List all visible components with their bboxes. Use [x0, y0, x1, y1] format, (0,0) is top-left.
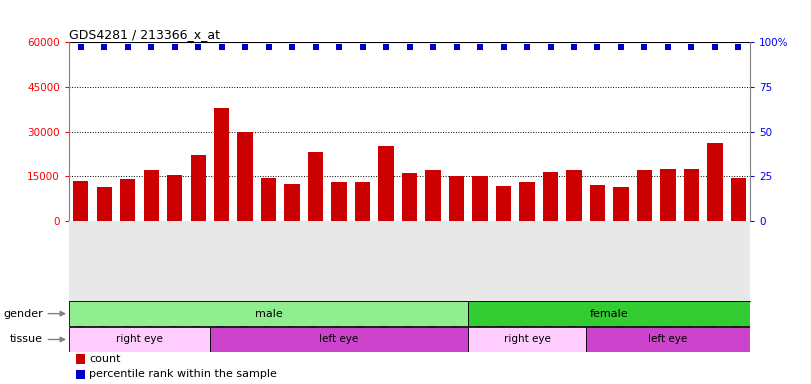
Bar — [543, 172, 558, 221]
Bar — [97, 187, 112, 221]
Bar — [402, 173, 417, 221]
Point — [568, 44, 581, 50]
Bar — [379, 146, 393, 221]
Bar — [684, 169, 699, 221]
Text: right eye: right eye — [116, 334, 163, 344]
Point — [74, 44, 87, 50]
Bar — [637, 170, 652, 221]
Text: GDS4281 / 213366_x_at: GDS4281 / 213366_x_at — [69, 28, 220, 41]
Bar — [468, 327, 586, 352]
Bar — [707, 144, 723, 221]
Point — [333, 44, 345, 50]
Bar — [285, 184, 300, 221]
Bar — [144, 170, 159, 221]
Bar — [586, 327, 750, 352]
Bar — [261, 178, 277, 221]
Bar — [496, 186, 511, 221]
Bar — [731, 178, 746, 221]
Point — [144, 44, 157, 50]
Bar — [120, 179, 135, 221]
Point — [356, 44, 369, 50]
Point — [309, 44, 322, 50]
Bar — [660, 169, 676, 221]
Point — [97, 44, 110, 50]
Point — [450, 44, 463, 50]
Point — [403, 44, 416, 50]
Text: tissue: tissue — [10, 334, 43, 344]
Text: left eye: left eye — [648, 334, 688, 344]
Bar — [167, 175, 182, 221]
Point — [685, 44, 698, 50]
Point — [544, 44, 557, 50]
Bar — [210, 327, 468, 352]
Point — [638, 44, 651, 50]
Point — [709, 44, 722, 50]
Point — [191, 44, 204, 50]
Point — [285, 44, 298, 50]
Bar — [519, 182, 534, 221]
Point — [474, 44, 487, 50]
Text: percentile rank within the sample: percentile rank within the sample — [89, 369, 277, 379]
Text: gender: gender — [3, 309, 43, 319]
Bar — [613, 187, 629, 221]
Point — [215, 44, 228, 50]
Point — [262, 44, 275, 50]
Point — [121, 44, 134, 50]
Bar — [449, 176, 464, 221]
Text: count: count — [89, 354, 121, 364]
Bar — [590, 185, 605, 221]
Bar — [69, 301, 468, 326]
Bar — [214, 108, 230, 221]
Point — [732, 44, 745, 50]
Bar — [472, 176, 487, 221]
Bar — [238, 132, 253, 221]
Bar — [468, 301, 750, 326]
Text: female: female — [590, 309, 629, 319]
Text: right eye: right eye — [504, 334, 551, 344]
Point — [238, 44, 251, 50]
Bar — [355, 182, 370, 221]
Bar — [75, 370, 84, 379]
Point — [591, 44, 604, 50]
Point — [497, 44, 510, 50]
Bar — [308, 152, 324, 221]
Bar — [69, 327, 210, 352]
Point — [662, 44, 675, 50]
Point — [380, 44, 393, 50]
Bar — [566, 170, 581, 221]
Point — [427, 44, 440, 50]
Bar — [73, 180, 88, 221]
Point — [521, 44, 534, 50]
Point — [168, 44, 181, 50]
Bar — [426, 170, 440, 221]
Text: male: male — [255, 309, 282, 319]
Point — [615, 44, 628, 50]
Bar — [191, 156, 206, 221]
Bar — [332, 182, 347, 221]
Bar — [75, 354, 84, 364]
Text: left eye: left eye — [320, 334, 358, 344]
